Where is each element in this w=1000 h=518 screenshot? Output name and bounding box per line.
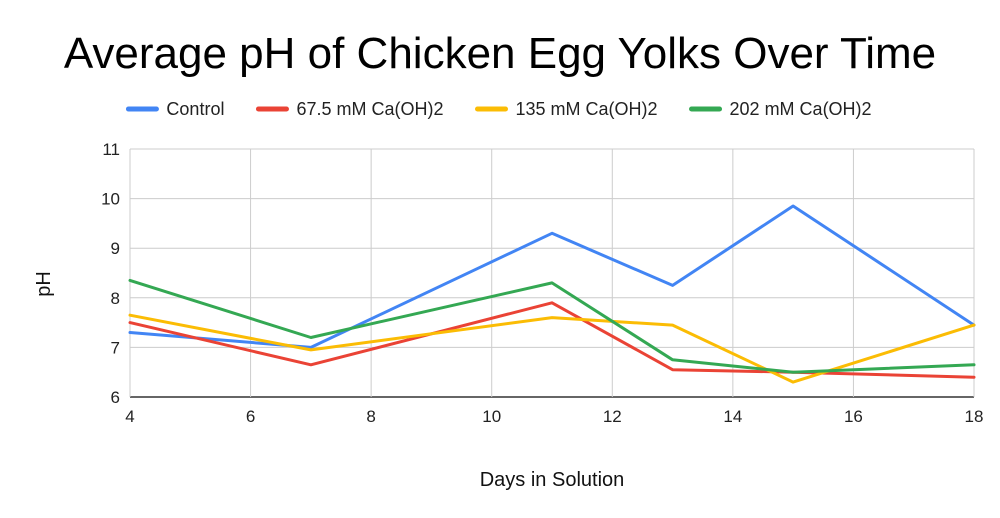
y-tick-label: 9 <box>111 239 120 258</box>
y-tick-label: 10 <box>101 190 120 209</box>
y-axis-ticks: 6 7 8 9 10 11 <box>101 140 120 407</box>
legend-label: Control <box>166 99 224 119</box>
legend-label: 135 mM Ca(OH)2 <box>516 99 658 119</box>
series-line-4 <box>128 278 976 374</box>
legend-label: 202 mM Ca(OH)2 <box>730 99 872 119</box>
y-tick-label: 11 <box>102 140 120 159</box>
x-axis-ticks: 4 6 8 10 12 14 16 18 <box>125 407 983 426</box>
y-axis-label: pH <box>33 271 55 297</box>
x-tick-label: 18 <box>965 407 984 426</box>
series-layer <box>128 204 976 384</box>
y-tick-label: 8 <box>111 289 120 308</box>
legend-item: 202 mM Ca(OH)2 <box>689 99 872 119</box>
x-tick-label: 4 <box>125 407 134 426</box>
legend-item: 135 mM Ca(OH)2 <box>475 99 658 119</box>
x-tick-label: 8 <box>366 407 375 426</box>
y-tick-label: 6 <box>111 388 120 407</box>
x-tick-label: 16 <box>844 407 863 426</box>
legend-item: Control <box>125 99 224 119</box>
x-tick-label: 12 <box>603 407 622 426</box>
x-tick-label: 14 <box>723 407 742 426</box>
y-tick-label: 7 <box>111 338 120 357</box>
legend-label: 67.5 mM Ca(OH)2 <box>296 99 443 119</box>
x-axis-label: Days in Solution <box>480 469 625 491</box>
series-line-3 <box>128 313 976 384</box>
gridlines <box>129 148 975 398</box>
x-tick-label: 10 <box>482 407 501 426</box>
chart-title: Average pH of Chicken Egg Yolks Over Tim… <box>64 29 936 78</box>
legend-item: 67.5 mM Ca(OH)2 <box>255 99 444 119</box>
x-tick-label: 6 <box>246 407 255 426</box>
legend: Control 67.5 mM Ca(OH)2 135 mM Ca(OH)2 202 … <box>125 99 872 119</box>
series-line-1 <box>128 204 976 349</box>
